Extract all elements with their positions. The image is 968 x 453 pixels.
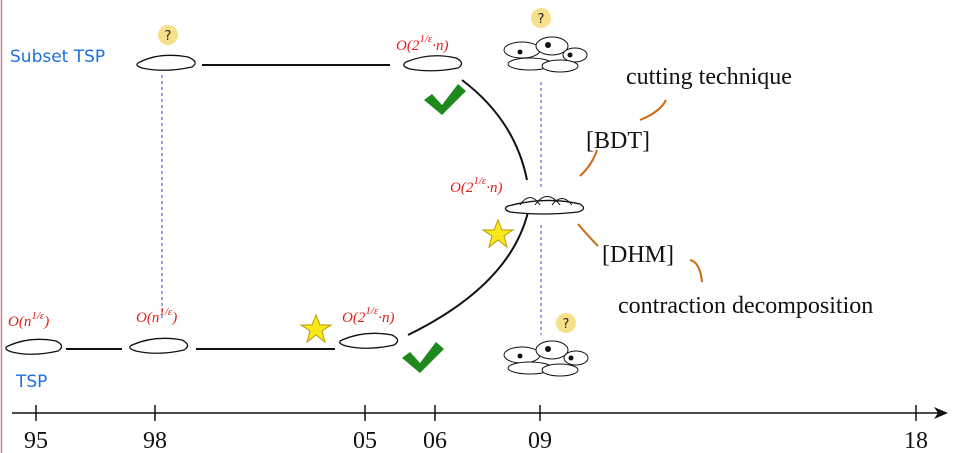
complexity: O(21/ε·n) <box>342 305 394 326</box>
row-label: TSP <box>15 372 47 392</box>
tick-label: 06 <box>423 428 447 453</box>
connectors <box>66 65 528 349</box>
question-mark: ? <box>538 12 545 27</box>
annotation: [BDT] <box>586 128 650 154</box>
tick-label: 18 <box>904 428 928 453</box>
annotation: cutting technique <box>626 64 792 90</box>
dashed-guides <box>162 75 541 335</box>
checkmarks <box>402 84 466 373</box>
complexity: O(21/ε·n) <box>396 33 448 54</box>
question-mark: ? <box>165 29 172 44</box>
timeline: 95 98 05 06 09 18 <box>12 405 948 453</box>
row-label: Subset TSP <box>10 47 105 67</box>
instance-blobs <box>6 37 588 376</box>
annotation: contraction decomposition <box>618 293 873 319</box>
tick-label: 95 <box>24 428 48 453</box>
annotation: [DHM] <box>602 242 674 268</box>
stars <box>301 220 513 342</box>
slide: Subset TSP TSP ? <box>0 0 968 453</box>
tick-label: 05 <box>353 428 377 453</box>
complexity: O(n1/ε) <box>136 306 177 326</box>
complexity: O(n1/ε) <box>8 310 49 330</box>
tick-label: 09 <box>528 428 552 453</box>
tick-label: 98 <box>143 428 167 453</box>
complexity: O(21/ε·n) <box>450 175 502 196</box>
question-mark: ? <box>563 317 570 332</box>
